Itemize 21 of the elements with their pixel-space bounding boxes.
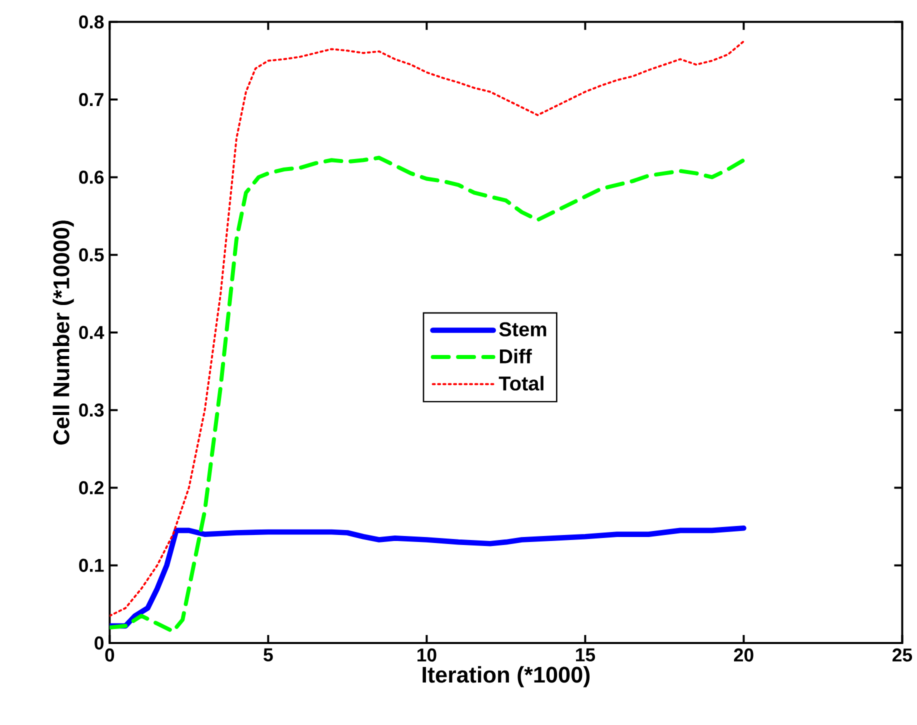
x-axis-title: Iteration (*1000) bbox=[422, 666, 590, 688]
x-tick-label: 25 bbox=[892, 648, 912, 662]
legend-label: Total bbox=[498, 376, 544, 391]
legend-label: Stem bbox=[499, 322, 546, 337]
y-tick-label: 0.3 bbox=[79, 404, 104, 417]
y-tick-label: 0.7 bbox=[79, 93, 104, 106]
y-axis-title: Cell Number (*10000) bbox=[52, 220, 74, 445]
y-tick-label: 0 bbox=[94, 636, 104, 650]
x-tick-label: 15 bbox=[576, 648, 596, 662]
x-tick-label: 20 bbox=[734, 648, 754, 662]
y-tick-label: 0.8 bbox=[79, 15, 104, 29]
x-tick-label: 5 bbox=[264, 648, 273, 662]
legend-label: Diff bbox=[500, 348, 532, 364]
y-tick-label: 0.2 bbox=[79, 481, 104, 494]
y-tick-label: 0.6 bbox=[79, 170, 104, 184]
x-tick-label: 10 bbox=[418, 648, 436, 662]
x-tick-label: 0 bbox=[105, 648, 114, 662]
y-tick-label: 0.5 bbox=[79, 248, 104, 262]
line-series bbox=[110, 40, 745, 617]
y-tick-label: 0.1 bbox=[79, 558, 104, 572]
y-tick-label: 0.4 bbox=[79, 326, 104, 340]
